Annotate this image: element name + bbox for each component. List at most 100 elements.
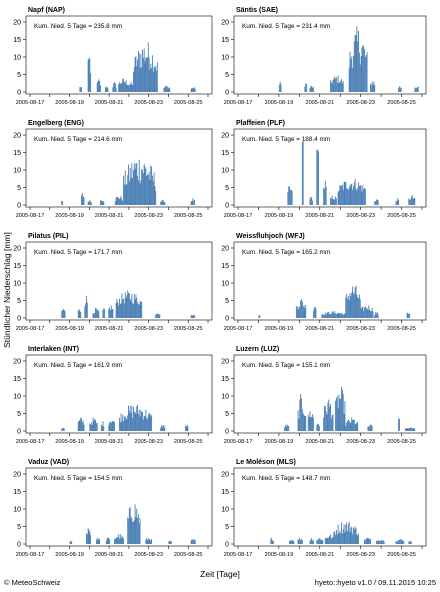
precip-bar xyxy=(331,83,333,92)
x-tick-label: 2005-08-17 xyxy=(224,100,253,106)
precip-bar xyxy=(411,428,413,431)
precip-bar xyxy=(108,425,110,431)
precip-bar xyxy=(345,426,347,431)
precip-bar xyxy=(81,418,82,431)
precip-bar xyxy=(374,201,376,205)
precip-bar xyxy=(85,303,87,318)
precip-bar xyxy=(96,82,98,92)
precip-bar xyxy=(376,541,378,544)
precip-bar xyxy=(133,170,134,205)
precip-bar xyxy=(411,194,413,205)
precip-bar xyxy=(162,199,164,205)
x-tick-label: 2005-08-19 xyxy=(55,439,84,445)
precip-bar xyxy=(165,86,167,92)
y-tick-label: 15 xyxy=(221,37,229,44)
precip-bar xyxy=(338,394,340,431)
precip-bar xyxy=(160,427,162,431)
precip-bar xyxy=(307,414,309,431)
precip-bar xyxy=(77,421,79,431)
precip-bar xyxy=(346,293,348,318)
precip-bar xyxy=(398,88,400,92)
precip-bar xyxy=(363,46,365,92)
precip-bar xyxy=(193,539,195,544)
precip-bar xyxy=(119,198,120,205)
precip-bar xyxy=(86,295,87,318)
precip-bar xyxy=(318,538,320,544)
precip-bar xyxy=(130,412,132,431)
precip-bar xyxy=(98,79,100,92)
precip-bar xyxy=(406,428,408,431)
precip-bar xyxy=(344,313,346,318)
precip-bar xyxy=(131,294,133,318)
precip-bar xyxy=(353,292,354,318)
precip-bar xyxy=(302,306,304,318)
precip-bar xyxy=(353,529,355,544)
version-footer: hyeto::hyeto v1.0 / 09.11.2015 10:25 xyxy=(314,578,436,587)
precip-bar xyxy=(109,307,111,318)
precip-bar xyxy=(291,190,293,205)
panel-title: Pilatus (PIL) xyxy=(28,233,68,240)
precip-bar xyxy=(71,541,73,544)
precip-bar xyxy=(280,84,282,92)
precip-bar xyxy=(146,418,148,431)
precip-bar xyxy=(351,183,353,205)
precip-bar xyxy=(190,201,192,205)
precip-bar xyxy=(70,540,72,544)
precip-bar xyxy=(126,183,128,205)
x-tick-label: 2005-08-19 xyxy=(55,326,84,332)
precip-bar xyxy=(61,200,63,205)
precip-bar xyxy=(150,63,152,92)
precip-bar xyxy=(192,198,194,205)
precip-bar xyxy=(143,48,145,92)
precip-bar xyxy=(377,540,379,544)
precip-bar xyxy=(105,87,107,92)
precip-bar xyxy=(324,314,325,318)
precip-bar xyxy=(90,422,92,431)
precip-bar xyxy=(333,313,335,318)
x-tick-label: 2005-08-17 xyxy=(16,439,45,445)
precip-bar xyxy=(126,418,128,431)
precip-bar xyxy=(346,422,348,431)
x-tick-label: 2005-08-23 xyxy=(346,326,375,332)
precip-bar xyxy=(124,291,126,318)
precip-bar xyxy=(133,72,134,92)
precip-bar xyxy=(312,417,314,431)
precip-bar xyxy=(356,26,358,92)
precip-bar xyxy=(410,541,411,544)
precip-bar xyxy=(301,299,302,318)
x-axis-label: Zeit [Tage] xyxy=(200,569,240,579)
precip-bar xyxy=(329,535,331,544)
precip-bar xyxy=(95,308,97,318)
precip-bar xyxy=(336,396,338,431)
precip-bar xyxy=(356,190,358,205)
precip-bar xyxy=(160,201,162,205)
precip-bar xyxy=(369,426,371,431)
precip-bar xyxy=(338,313,340,318)
precip-bar xyxy=(321,540,323,544)
precip-bar xyxy=(150,165,152,205)
precip-bar xyxy=(145,409,147,431)
y-tick-label: 10 xyxy=(13,507,21,514)
precip-bar xyxy=(372,311,374,318)
precip-bar xyxy=(363,189,365,205)
y-tick-label: 0 xyxy=(225,203,229,210)
precip-bar xyxy=(97,540,99,544)
precip-bar xyxy=(109,421,111,431)
precip-bar xyxy=(364,540,366,544)
precip-bar xyxy=(339,398,341,431)
precip-bar xyxy=(333,78,335,92)
precip-bar xyxy=(154,67,156,92)
y-tick-label: 20 xyxy=(221,472,229,479)
precip-bar xyxy=(360,56,362,92)
precip-bar xyxy=(412,428,414,431)
precip-bar xyxy=(376,540,377,544)
copyright-footer: © MeteoSchweiz xyxy=(4,578,61,587)
precip-bar xyxy=(347,530,348,544)
precip-bar xyxy=(121,421,123,431)
precip-bar xyxy=(414,88,416,92)
precip-bar xyxy=(144,166,146,205)
cumulative-precip-label: Kum. Nied. 5 Tage = 155.1 mm xyxy=(242,362,330,369)
precip-bar xyxy=(367,538,369,544)
precip-bar xyxy=(352,419,354,431)
precip-bar xyxy=(301,409,303,431)
